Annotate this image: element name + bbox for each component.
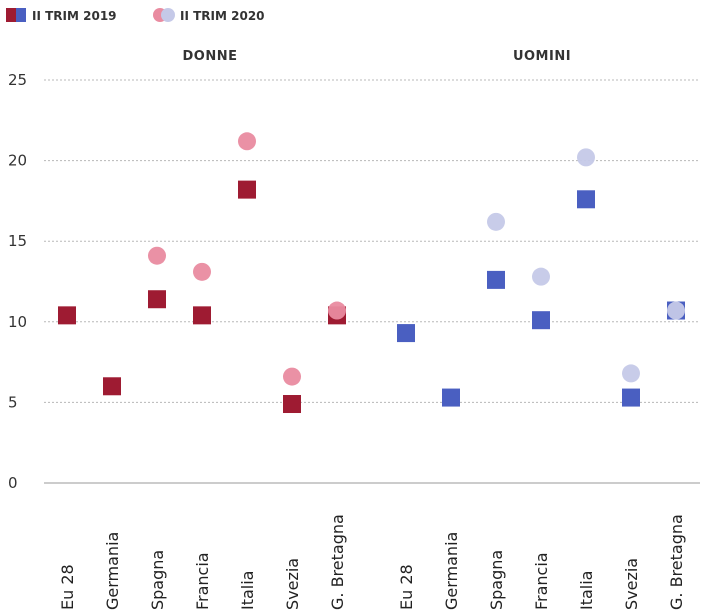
panel-titles: DONNE UOMINI <box>183 49 572 64</box>
y-axis-ticks: 0 5 10 15 20 25 <box>8 71 27 492</box>
y-tick-label: 5 <box>8 393 18 411</box>
point-donne-2019-1 <box>103 377 121 395</box>
legend-label-2020: II TRIM 2020 <box>180 9 265 23</box>
x-tick-label: G. Bretagna <box>328 514 347 610</box>
point-donne-2019-2 <box>148 290 166 308</box>
panel-title-donne: DONNE <box>183 49 238 64</box>
point-uomini-2019-4 <box>577 190 595 208</box>
point-donne-2020-2 <box>148 247 166 265</box>
x-tick-label: Eu 28 <box>397 564 416 610</box>
point-uomini-2019-1 <box>442 389 460 407</box>
point-donne-2020-4 <box>238 132 256 150</box>
point-donne-2020-6 <box>328 302 346 320</box>
legend-swatch-2019-red <box>6 8 16 22</box>
x-tick-label: Italia <box>238 571 257 611</box>
point-donne-2020-5 <box>283 368 301 386</box>
point-uomini-2020-6 <box>667 302 685 320</box>
point-uomini-2019-3 <box>532 311 550 329</box>
point-donne-2019-4 <box>238 181 256 199</box>
x-tick-label: Germania <box>103 532 122 610</box>
legend-swatch-2019-blue <box>16 8 26 22</box>
y-tick-label: 25 <box>8 71 27 89</box>
legend-swatch-2020-lilac <box>161 8 175 22</box>
point-uomini-2020-2 <box>487 213 505 231</box>
y-tick-label: 0 <box>8 474 18 492</box>
y-tick-label: 15 <box>8 232 27 250</box>
y-tick-label: 20 <box>8 152 27 170</box>
point-donne-2019-3 <box>193 306 211 324</box>
point-donne-2019-0 <box>58 306 76 324</box>
point-uomini-2019-5 <box>622 389 640 407</box>
grid <box>44 80 700 483</box>
x-tick-label: Eu 28 <box>58 564 77 610</box>
y-tick-label: 10 <box>8 313 27 331</box>
point-uomini-2019-2 <box>487 271 505 289</box>
x-tick-label: Francia <box>532 552 551 610</box>
legend: II TRIM 2019 II TRIM 2020 <box>6 8 265 23</box>
x-tick-label: Germania <box>442 532 461 610</box>
point-uomini-2020-3 <box>532 268 550 286</box>
point-donne-2020-3 <box>193 263 211 281</box>
point-uomini-2020-4 <box>577 148 595 166</box>
point-uomini-2020-5 <box>622 364 640 382</box>
data-marks <box>58 132 685 413</box>
x-tick-label: Svezia <box>283 558 302 610</box>
panel-title-uomini: UOMINI <box>513 49 571 64</box>
x-tick-label: Spagna <box>148 550 167 610</box>
x-tick-label: G. Bretagna <box>667 514 686 610</box>
x-tick-label: Svezia <box>622 558 641 610</box>
x-axis-labels: Eu 28 Germania Spagna Francia Italia Svezia G.… <box>58 514 686 610</box>
legend-label-2019: II TRIM 2019 <box>32 9 117 23</box>
point-uomini-2019-0 <box>397 324 415 342</box>
x-tick-label: Italia <box>577 571 596 611</box>
x-tick-label: Francia <box>193 552 212 610</box>
x-tick-label: Spagna <box>487 550 506 610</box>
point-donne-2019-5 <box>283 395 301 413</box>
